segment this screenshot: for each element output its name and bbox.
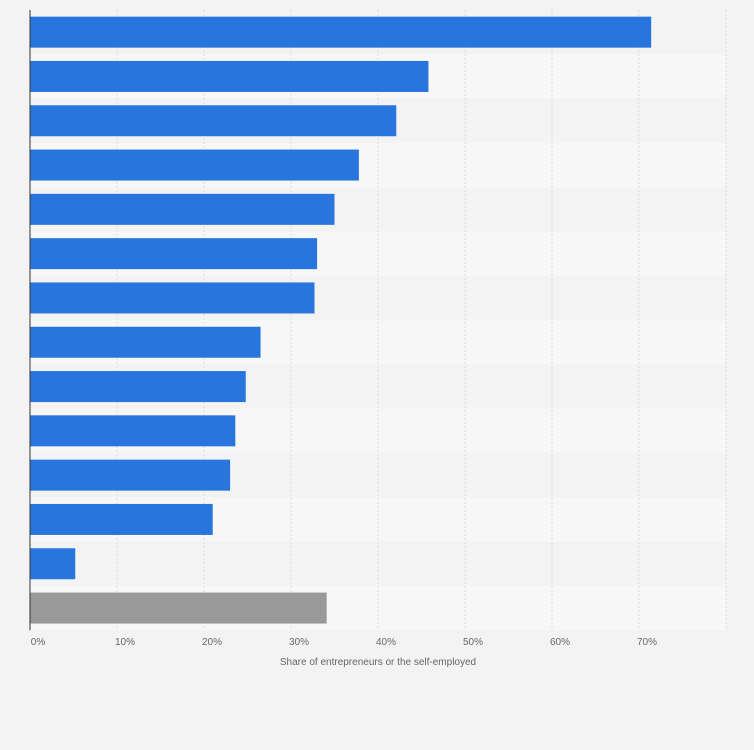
x-tick-label: 30% <box>289 637 309 648</box>
bar[interactable] <box>30 105 397 137</box>
bar[interactable] <box>30 326 261 358</box>
bar[interactable] <box>30 149 359 181</box>
bars <box>30 16 652 624</box>
x-tick-label: 40% <box>376 637 396 648</box>
x-tick-label: 70% <box>637 637 657 648</box>
x-axis-title: Share of entrepreneurs or the self-emplo… <box>280 657 476 668</box>
bar[interactable] <box>30 238 318 270</box>
bar[interactable] <box>30 282 315 314</box>
bar[interactable] <box>30 16 652 48</box>
bar[interactable] <box>30 592 327 624</box>
bar[interactable] <box>30 415 236 447</box>
x-axis-ticks: 0% 10% 20% 30% 40% 50% 60% 70% <box>31 637 657 648</box>
x-tick-label: 0% <box>31 637 46 648</box>
x-tick-label: 50% <box>463 637 483 648</box>
bar[interactable] <box>30 60 429 92</box>
x-tick-label: 20% <box>202 637 222 648</box>
bar[interactable] <box>30 193 335 225</box>
bar[interactable] <box>30 548 76 580</box>
x-tick-label: 60% <box>550 637 570 648</box>
bar[interactable] <box>30 459 231 491</box>
bar[interactable] <box>30 371 246 403</box>
bar[interactable] <box>30 503 213 535</box>
x-tick-label: 10% <box>115 637 135 648</box>
